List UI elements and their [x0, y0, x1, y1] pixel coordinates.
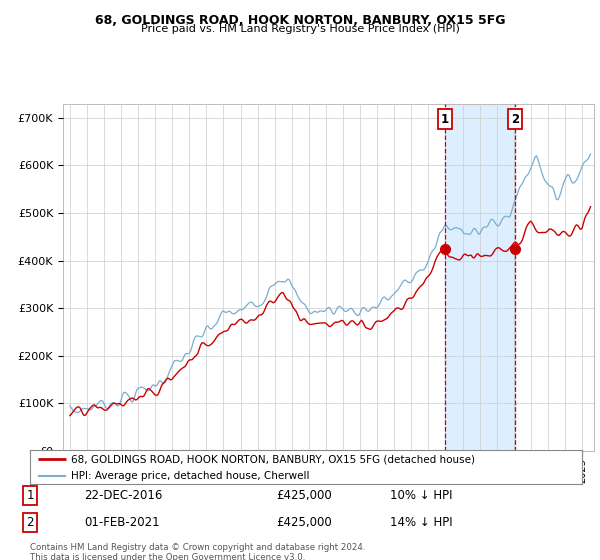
Text: 68, GOLDINGS ROAD, HOOK NORTON, BANBURY, OX15 5FG: 68, GOLDINGS ROAD, HOOK NORTON, BANBURY,…: [95, 14, 505, 27]
Text: 14% ↓ HPI: 14% ↓ HPI: [390, 516, 452, 529]
Bar: [445, 104, 515, 451]
Text: 68, GOLDINGS ROAD, HOOK NORTON, BANBURY, OX15 5FG (detached house): 68, GOLDINGS ROAD, HOOK NORTON, BANBURY,…: [71, 454, 475, 464]
Text: 01-FEB-2021: 01-FEB-2021: [84, 516, 160, 529]
Text: 1: 1: [26, 489, 34, 502]
Text: Contains HM Land Registry data © Crown copyright and database right 2024.: Contains HM Land Registry data © Crown c…: [30, 543, 365, 552]
Text: 1: 1: [441, 113, 449, 126]
Text: This data is licensed under the Open Government Licence v3.0.: This data is licensed under the Open Gov…: [30, 553, 305, 560]
Text: £425,000: £425,000: [276, 489, 332, 502]
Text: £425,000: £425,000: [276, 516, 332, 529]
Text: HPI: Average price, detached house, Cherwell: HPI: Average price, detached house, Cher…: [71, 471, 310, 480]
Text: 2: 2: [511, 113, 519, 126]
Text: 2: 2: [26, 516, 34, 529]
Text: Price paid vs. HM Land Registry's House Price Index (HPI): Price paid vs. HM Land Registry's House …: [140, 24, 460, 34]
Text: 22-DEC-2016: 22-DEC-2016: [84, 489, 163, 502]
Text: 10% ↓ HPI: 10% ↓ HPI: [390, 489, 452, 502]
